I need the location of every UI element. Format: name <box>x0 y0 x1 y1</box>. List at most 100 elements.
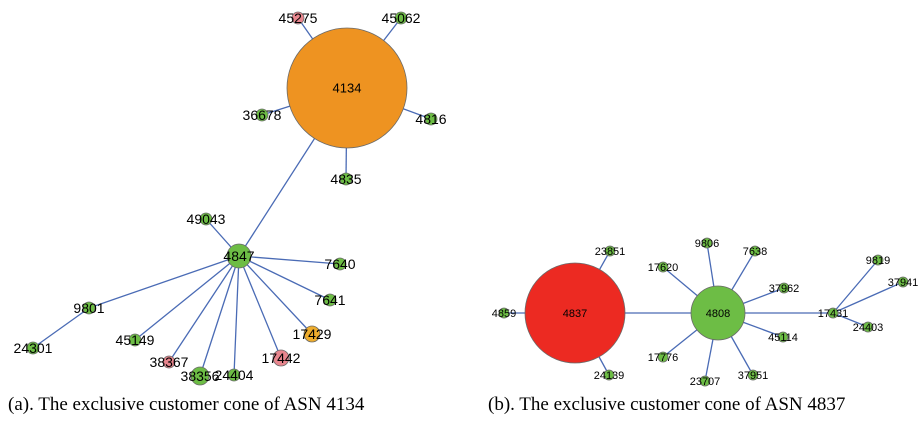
graph-a-node-label-4816: 4816 <box>415 111 446 127</box>
graph-b-node-label-17620: 17620 <box>648 262 679 274</box>
graph-b-node-circle-23707 <box>699 375 711 387</box>
graph-a-node-circle-38356 <box>190 366 210 386</box>
graph-b-node-circle-37962 <box>778 282 790 294</box>
graph-b-asn-4837: 4837 23851 4859 24139 4808 9806 7638 17620 37962… <box>492 237 919 388</box>
graph-a-node-4816: 4816 <box>415 111 446 127</box>
graph-a-node-circle-45149 <box>128 333 142 347</box>
graph-a-node-label-9801: 9801 <box>73 300 104 316</box>
graph-b-node-circle-23851 <box>604 245 616 257</box>
graph-b-node-circle-17776 <box>657 351 669 363</box>
graph-a-node-circle-4816 <box>424 112 438 126</box>
graph-b-node-circle-9819 <box>872 254 884 266</box>
graph-b-nodes: 4837 23851 4859 24139 4808 9806 7638 17620 37962… <box>492 237 919 388</box>
graph-a-node-label-45275: 45275 <box>279 10 318 26</box>
graph-b-node-23851: 23851 <box>595 245 626 258</box>
graph-a-edge-4847-17429 <box>238 255 313 335</box>
graph-a-node-circle-38367 <box>162 355 176 369</box>
graph-b-edge-17431-9819 <box>832 259 879 314</box>
graph-a-node-4134: 4134 <box>286 27 408 149</box>
graph-b-node-label-37951: 37951 <box>738 370 769 382</box>
graph-a-node-label-49043: 49043 <box>187 211 226 227</box>
graph-a-node-circle-45275 <box>291 11 305 25</box>
graph-a-node-circle-49043 <box>199 212 213 226</box>
graph-a-node-label-36678: 36678 <box>243 107 282 123</box>
graph-b-node-label-24403: 24403 <box>853 322 884 334</box>
graph-b-node-label-23851: 23851 <box>595 246 626 258</box>
graph-a-node-36678: 36678 <box>243 107 282 123</box>
graph-a-node-9801: 9801 <box>73 300 104 316</box>
graph-a-node-17442: 17442 <box>262 349 301 367</box>
graph-a-node-circle-17442 <box>272 349 290 367</box>
graph-b-node-24139: 24139 <box>594 369 625 382</box>
graph-a-node-circle-7640 <box>333 257 347 271</box>
graph-b-node-circle-7638 <box>749 245 761 257</box>
graph-a-node-38356: 38356 <box>181 366 220 386</box>
graph-a-node-label-24404: 24404 <box>215 367 254 383</box>
graph-b-node-label-17431: 17431 <box>818 308 849 320</box>
graph-a-node-45275: 45275 <box>279 10 318 26</box>
graph-a-node-label-17442: 17442 <box>262 350 301 366</box>
graph-b-node-label-9819: 9819 <box>866 255 890 267</box>
graph-b-node-17776: 17776 <box>648 351 678 364</box>
graph-b-node-37962: 37962 <box>769 282 800 295</box>
graph-b-node-23707: 23707 <box>690 375 721 388</box>
graph-b-node-17431: 17431 <box>818 307 849 320</box>
graph-a-edge-4847-17442 <box>238 255 282 359</box>
graph-a-edge-4847-45149 <box>134 255 240 341</box>
graph-a-edge-4847-7640 <box>238 255 341 265</box>
graph-b-node-label-7638: 7638 <box>743 246 767 258</box>
graph-b-node-17620: 17620 <box>648 261 679 274</box>
graph-b-node-7638: 7638 <box>743 245 767 258</box>
graph-a-node-label-7641: 7641 <box>314 292 345 308</box>
graph-a-node-label-17429: 17429 <box>293 326 332 342</box>
graph-b-node-label-23707: 23707 <box>690 376 721 388</box>
graph-a-node-label-45149: 45149 <box>116 332 155 348</box>
graph-a-node-7641: 7641 <box>314 292 345 308</box>
graph-b-node-circle-4859 <box>498 307 510 319</box>
graph-a-node-17429: 17429 <box>293 325 332 343</box>
graph-b-node-label-24139: 24139 <box>594 370 625 382</box>
graph-a-node-circle-4835 <box>339 172 353 186</box>
graph-a-node-label-4835: 4835 <box>330 171 361 187</box>
graph-b-node-label-4837: 4837 <box>563 308 587 320</box>
graph-a-node-circle-9801 <box>82 301 96 315</box>
graph-b-node-label-4859: 4859 <box>492 308 516 320</box>
graph-b-node-24403: 24403 <box>853 321 884 334</box>
graph-b-node-label-9806: 9806 <box>695 238 719 250</box>
graph-a-node-label-38356: 38356 <box>181 368 220 384</box>
graph-b-node-label-37941: 37941 <box>888 277 919 289</box>
graph-a-node-circle-24404 <box>227 368 241 382</box>
graph-b-edge-17431-37941 <box>832 281 904 314</box>
graph-b-node-circle-37941 <box>897 276 909 288</box>
graph-b-node-4859: 4859 <box>492 307 516 320</box>
graph-b-node-45114: 45114 <box>768 331 798 344</box>
graph-a-node-label-24301: 24301 <box>14 340 53 356</box>
graph-a-node-4835: 4835 <box>330 171 361 187</box>
graph-b-edge-17431-24403 <box>832 312 869 328</box>
graph-b-node-4837: 4837 <box>524 262 626 364</box>
graph-a-node-7640: 7640 <box>324 256 355 272</box>
graph-b-node-9806: 9806 <box>695 237 719 250</box>
graph-b-node-circle-9806 <box>701 237 713 249</box>
graph-a-edge-4847-9801 <box>88 255 240 309</box>
graph-a-node-circle-7641 <box>323 293 337 307</box>
graph-a-nodes: 4134 45275 45062 36678 4816 4835 4847 49043 7640… <box>14 10 447 386</box>
graph-a-node-label-7640: 7640 <box>324 256 355 272</box>
graph-a-node-circle-24301 <box>26 341 40 355</box>
graph-b-node-circle-24403 <box>862 321 874 333</box>
graph-b-node-9819: 9819 <box>866 254 890 267</box>
graph-a-node-label-45062: 45062 <box>382 10 421 26</box>
graph-a-node-circle-17429 <box>303 325 321 343</box>
graph-b-node-circle-4808 <box>690 285 746 341</box>
graph-a-node-24301: 24301 <box>14 340 53 356</box>
graph-a-node-49043: 49043 <box>187 211 226 227</box>
graph-b-node-label-37962: 37962 <box>769 283 800 295</box>
graph-a-node-label-4134: 4134 <box>333 81 362 96</box>
graph-a-edge-9801-24301 <box>32 307 90 349</box>
graph-a-node-24404: 24404 <box>215 367 254 383</box>
graph-a-node-38367: 38367 <box>150 354 189 370</box>
graph-a-node-label-4847: 4847 <box>223 248 254 264</box>
graph-a-node-circle-4847 <box>226 243 252 269</box>
graph-a-node-circle-4134 <box>286 27 408 149</box>
